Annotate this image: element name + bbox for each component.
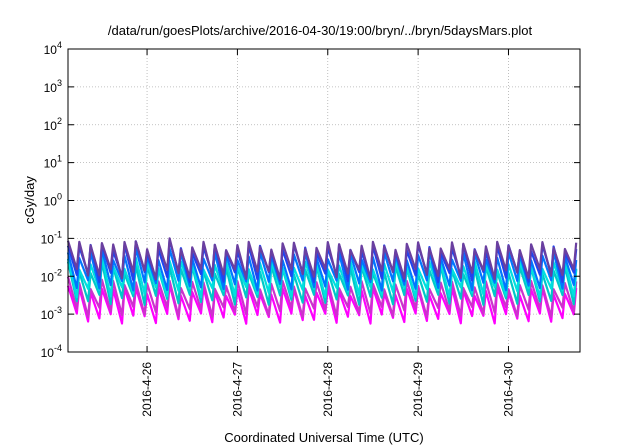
chart-title: /data/run/goesPlots/archive/2016-04-30/1… bbox=[108, 23, 533, 38]
series-line bbox=[66, 283, 578, 325]
y-tick-base: 10 bbox=[41, 232, 55, 246]
x-tick-label: 2016-4-28 bbox=[321, 362, 335, 417]
y-tick-base: 10 bbox=[41, 308, 55, 322]
y-tick-base: 10 bbox=[41, 346, 55, 360]
y-tick-exponent: 1 bbox=[57, 154, 62, 164]
series-line bbox=[66, 260, 578, 306]
y-tick-label: 10-1 bbox=[41, 229, 62, 246]
y-tick-exponent: -3 bbox=[54, 305, 62, 315]
y-tick-base: 10 bbox=[44, 43, 58, 57]
x-tick-label: 2016-4-29 bbox=[411, 362, 425, 417]
y-tick-exponent: -4 bbox=[54, 343, 62, 353]
y-tick-label: 100 bbox=[44, 192, 62, 209]
y-tick-base: 10 bbox=[41, 270, 55, 284]
y-tick-label: 104 bbox=[44, 40, 62, 57]
x-tick-label: 2016-4-27 bbox=[230, 362, 244, 417]
x-tick-label: 2016-4-26 bbox=[140, 362, 154, 417]
y-tick-base: 10 bbox=[44, 81, 58, 95]
y-axis-label: cGy/day bbox=[22, 176, 37, 224]
y-tick-label: 101 bbox=[44, 154, 62, 171]
y-tick-exponent: 3 bbox=[57, 78, 62, 88]
x-axis: 2016-4-26 2016-4-27 2016-4-28 2016-4-29 2016… bbox=[140, 49, 515, 417]
y-tick-base: 10 bbox=[44, 119, 58, 133]
y-tick-base: 10 bbox=[44, 195, 58, 209]
series-line bbox=[66, 276, 578, 319]
y-tick-label: 10-4 bbox=[41, 343, 62, 360]
y-tick-label: 10-2 bbox=[41, 267, 62, 284]
series-line bbox=[66, 246, 578, 292]
y-tick-exponent: 0 bbox=[57, 192, 62, 202]
x-tick-label: 2016-4-30 bbox=[501, 362, 515, 417]
y-tick-label: 102 bbox=[44, 116, 62, 133]
series-line bbox=[66, 237, 578, 281]
y-tick-exponent: -2 bbox=[54, 267, 62, 277]
y-tick-base: 10 bbox=[44, 157, 58, 171]
y-tick-exponent: -1 bbox=[54, 229, 62, 239]
y-tick-exponent: 4 bbox=[57, 40, 62, 50]
y-tick-label: 103 bbox=[44, 78, 62, 95]
y-tick-exponent: 2 bbox=[57, 116, 62, 126]
x-axis-label: Coordinated Universal Time (UTC) bbox=[224, 430, 423, 445]
y-tick-label: 10-3 bbox=[41, 305, 62, 322]
series-line bbox=[66, 255, 578, 299]
series-group bbox=[66, 237, 578, 325]
